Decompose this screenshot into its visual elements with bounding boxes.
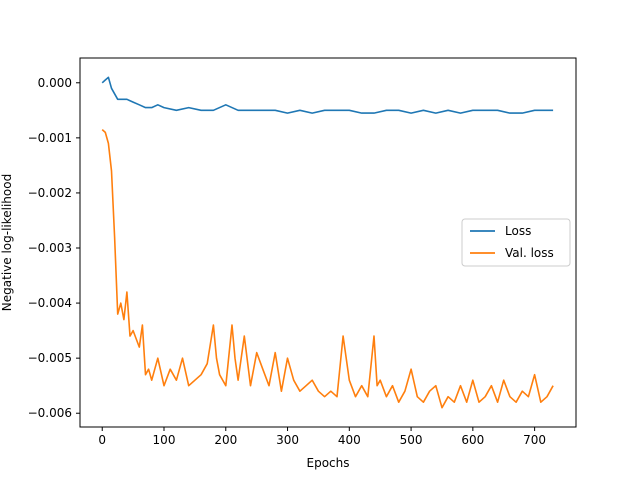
legend-label-loss: Loss (505, 224, 531, 238)
y-tick-label: 0.000 (38, 76, 72, 90)
y-tick-label: −0.003 (28, 241, 72, 255)
x-tick-label: 100 (153, 433, 176, 447)
x-axis-label: Epochs (307, 456, 350, 470)
x-tick-label: 500 (400, 433, 423, 447)
y-tick-label: −0.002 (28, 186, 72, 200)
y-tick-label: −0.001 (28, 131, 72, 145)
x-tick-label: 400 (338, 433, 361, 447)
x-tick-label: 700 (523, 433, 546, 447)
y-tick-label: −0.005 (28, 351, 72, 365)
x-axis: 0 100 200 300 400 500 600 700 (98, 427, 546, 447)
y-axis: 0.000 −0.001 −0.002 −0.003 −0.004 −0.005 −0.00… (28, 76, 80, 420)
legend: Loss Val. loss (461, 218, 571, 267)
series-line-loss (101, 76, 554, 114)
series-layer (101, 76, 554, 409)
y-axis-label: Negative log-likelihood (0, 174, 14, 311)
y-tick-label: −0.006 (28, 406, 72, 420)
y-tick-label: −0.004 (28, 296, 72, 310)
x-tick-label: 300 (276, 433, 299, 447)
x-tick-label: 200 (214, 433, 237, 447)
series-line-val-loss (101, 129, 554, 409)
x-tick-label: 0 (98, 433, 106, 447)
legend-label-val-loss: Val. loss (505, 246, 554, 260)
x-tick-label: 600 (461, 433, 484, 447)
